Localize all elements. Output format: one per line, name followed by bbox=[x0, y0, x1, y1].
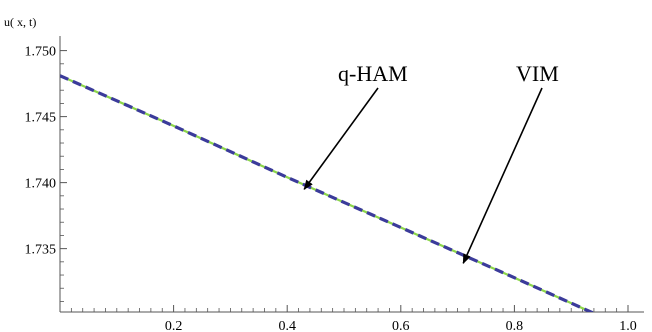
y-tick-label: 1.745 bbox=[25, 111, 57, 126]
annotation-arrow bbox=[303, 87, 379, 191]
x-tick-label: 0.4 bbox=[278, 319, 296, 332]
y-tick-label: 1.740 bbox=[25, 177, 57, 192]
annotation-label-q-ham: q-HAM bbox=[338, 61, 408, 86]
axes bbox=[59, 36, 644, 313]
x-tick-label: 1.0 bbox=[619, 319, 637, 332]
annotation-label-vim: VIM bbox=[516, 61, 559, 86]
y-ticks: 1.735 1.740 1.745 1.750 bbox=[25, 45, 67, 302]
x-tick-label: 0.2 bbox=[165, 319, 183, 332]
y-tick-label: 1.750 bbox=[25, 45, 57, 60]
annotation-arrow bbox=[462, 87, 543, 265]
y-tick-label: 1.735 bbox=[25, 243, 57, 258]
x-tick-label: 0.6 bbox=[392, 319, 410, 332]
annotations: q-HAM VIM bbox=[303, 61, 559, 265]
series-group bbox=[60, 74, 595, 312]
x-tick-label: 0.8 bbox=[506, 319, 524, 332]
series-line-q-ham bbox=[60, 74, 595, 312]
x-ticks: 0.2 0.4 0.6 0.8 1.0 bbox=[70, 305, 637, 332]
y-axis-label: u( x, t) bbox=[4, 15, 36, 29]
